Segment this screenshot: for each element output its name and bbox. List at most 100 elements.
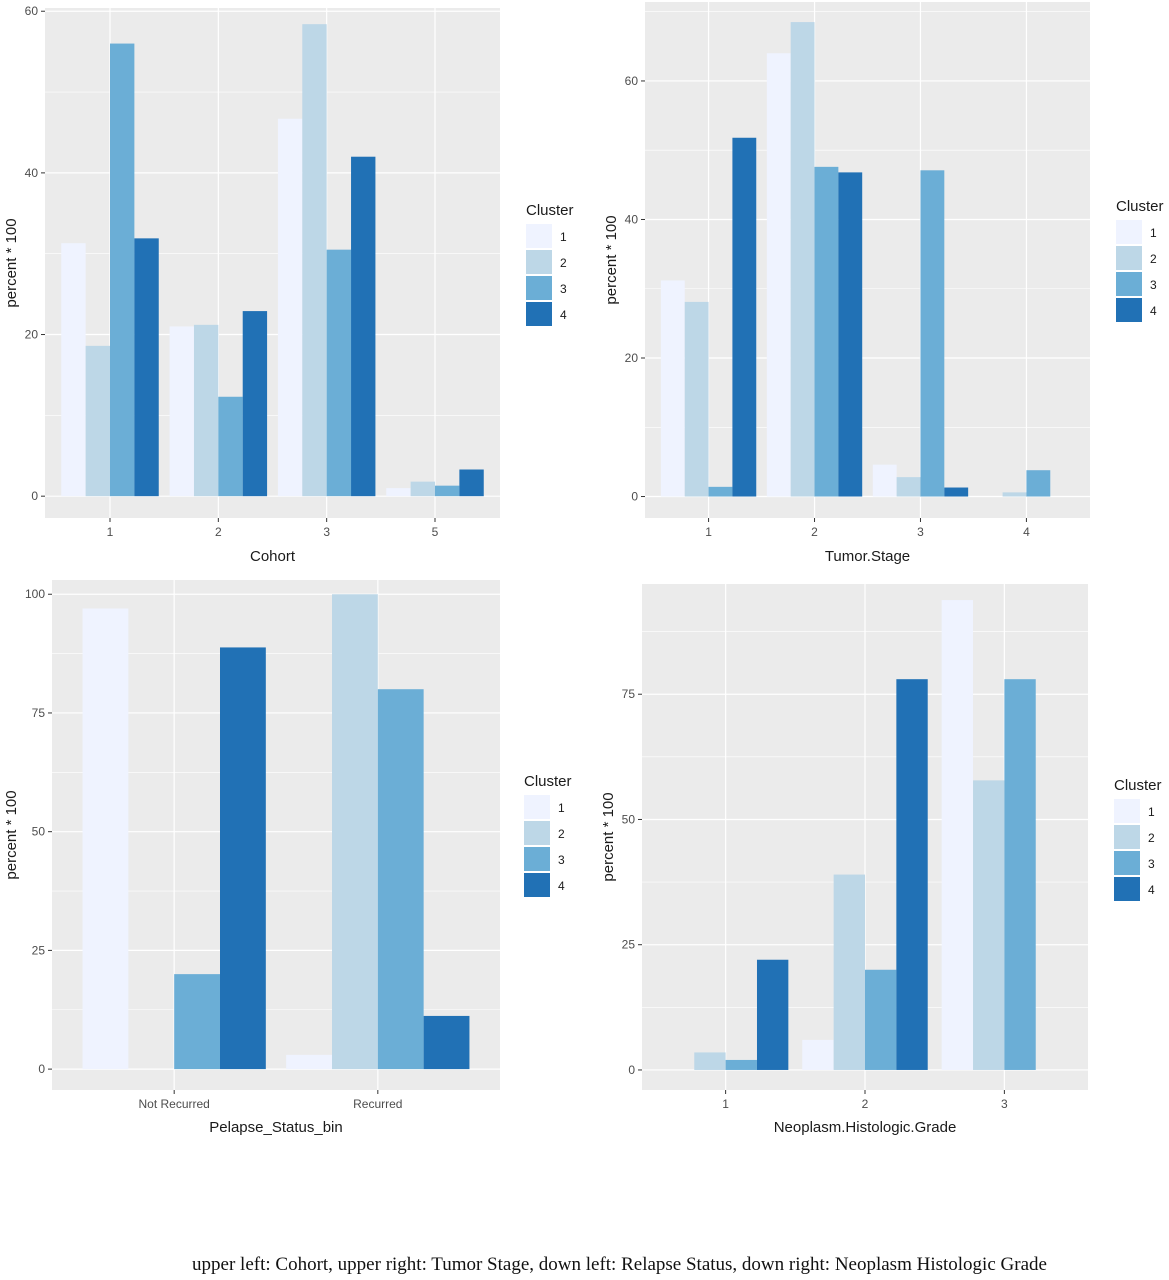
bar: [833, 874, 865, 1070]
bar: [110, 43, 135, 497]
y-tick-label: 50: [32, 825, 46, 839]
legend-label: 4: [1148, 883, 1155, 897]
figure-caption: upper left: Cohort, upper right: Tumor S…: [192, 1254, 1047, 1275]
bar: [872, 464, 897, 497]
bar: [302, 24, 327, 497]
bar: [865, 969, 897, 1070]
tumor-stage-chart: 0 20 40 60 1 2 3 4 Tumor.Stage percent * 100 Clust…: [603, 2, 1164, 565]
y-axis-title: percent * 100: [3, 790, 20, 879]
bar: [708, 486, 733, 497]
legend-label: 3: [558, 853, 565, 867]
legend-key: [526, 276, 552, 300]
bar: [326, 249, 352, 497]
legend-label: 3: [1150, 278, 1157, 292]
bar: [332, 594, 378, 1070]
y-tick-label: 20: [625, 351, 639, 365]
bar: [973, 780, 1005, 1070]
bar: [1004, 679, 1036, 1070]
plot-panel: [645, 2, 1090, 518]
legend-title: Cluster: [526, 202, 574, 219]
legend-label: 2: [558, 827, 565, 841]
legend-key: [526, 302, 552, 326]
y-axis-title: percent * 100: [600, 792, 617, 881]
bar: [435, 485, 460, 497]
y-tick-label: 75: [32, 706, 46, 720]
bar: [896, 477, 921, 497]
legend-label: 3: [560, 282, 567, 296]
bar: [410, 481, 435, 497]
y-tick-label: 25: [32, 943, 46, 957]
cohort-chart: 0 20 40 60 1 2 3 5 Cohort percent * 100 Cluster 1 2 3…: [3, 4, 574, 565]
legend-label: 4: [1150, 304, 1157, 318]
bar: [193, 324, 219, 497]
bar: [814, 166, 839, 497]
y-tick-label: 50: [622, 812, 636, 826]
x-tick-label: 2: [215, 525, 222, 539]
legend-key: [1116, 220, 1142, 244]
legend-title: Cluster: [1114, 777, 1162, 794]
legend-title: Cluster: [524, 773, 572, 790]
legend-label: 1: [558, 801, 565, 815]
bar: [725, 1059, 757, 1070]
bar: [277, 118, 303, 497]
legend-key: [1114, 825, 1140, 849]
bar: [218, 396, 243, 497]
y-tick-label: 0: [628, 1063, 635, 1077]
bar: [423, 1015, 470, 1070]
y-axis-title: percent * 100: [603, 215, 620, 304]
legend-label: 3: [1148, 857, 1155, 871]
bar: [838, 172, 863, 497]
bar: [242, 311, 268, 497]
bar: [732, 137, 757, 497]
bar: [386, 488, 411, 497]
bar: [351, 156, 376, 497]
x-tick-label: 2: [862, 1097, 869, 1111]
legend-label: 2: [1150, 252, 1157, 266]
legend-key: [1114, 851, 1140, 875]
y-tick-label: 40: [25, 166, 39, 180]
y-tick-label: 60: [625, 74, 639, 88]
bar: [1026, 470, 1051, 497]
x-tick-label: 1: [705, 525, 712, 539]
legend-label: 1: [1148, 805, 1155, 819]
x-tick-label: 3: [323, 525, 330, 539]
y-tick-label: 0: [31, 489, 38, 503]
bar: [169, 326, 194, 497]
bar: [896, 679, 928, 1070]
relapse-status-chart: 0 25 50 75 100 Not Recurred Recurred Pelapse_St…: [3, 580, 572, 1136]
x-axis-title: Tumor.Stage: [825, 548, 910, 565]
x-axis-title: Cohort: [250, 548, 296, 565]
y-tick-label: 60: [25, 4, 39, 18]
bar: [694, 1052, 726, 1070]
legend-key: [1116, 246, 1142, 270]
x-tick-label: 1: [722, 1097, 729, 1111]
legend-key: [1114, 799, 1140, 823]
y-tick-label: 20: [25, 328, 39, 342]
bar: [82, 608, 129, 1070]
x-tick-label: Not Recurred: [138, 1097, 209, 1111]
y-axis-title: percent * 100: [3, 218, 20, 307]
bar: [85, 345, 110, 497]
y-tick-label: 40: [625, 212, 639, 226]
x-axis-title: Pelapse_Status_bin: [209, 1119, 342, 1136]
legend-key: [524, 795, 550, 819]
legend-key: [524, 847, 550, 871]
bar: [286, 1054, 332, 1070]
x-tick-label: 5: [432, 525, 439, 539]
x-tick-label: 3: [1001, 1097, 1008, 1111]
bar: [220, 647, 266, 1070]
legend-title: Cluster: [1116, 198, 1164, 215]
bar: [1002, 492, 1027, 497]
bar: [134, 238, 159, 497]
legend-key: [1116, 298, 1142, 322]
y-tick-label: 100: [25, 587, 45, 601]
y-tick-label: 75: [622, 687, 636, 701]
legend-key: [1116, 272, 1142, 296]
bar: [941, 600, 974, 1070]
legend-label: 4: [558, 879, 565, 893]
bar: [802, 1039, 834, 1070]
bar: [377, 689, 424, 1070]
legend-key: [524, 873, 550, 897]
bar: [766, 53, 791, 497]
bar: [944, 487, 969, 497]
